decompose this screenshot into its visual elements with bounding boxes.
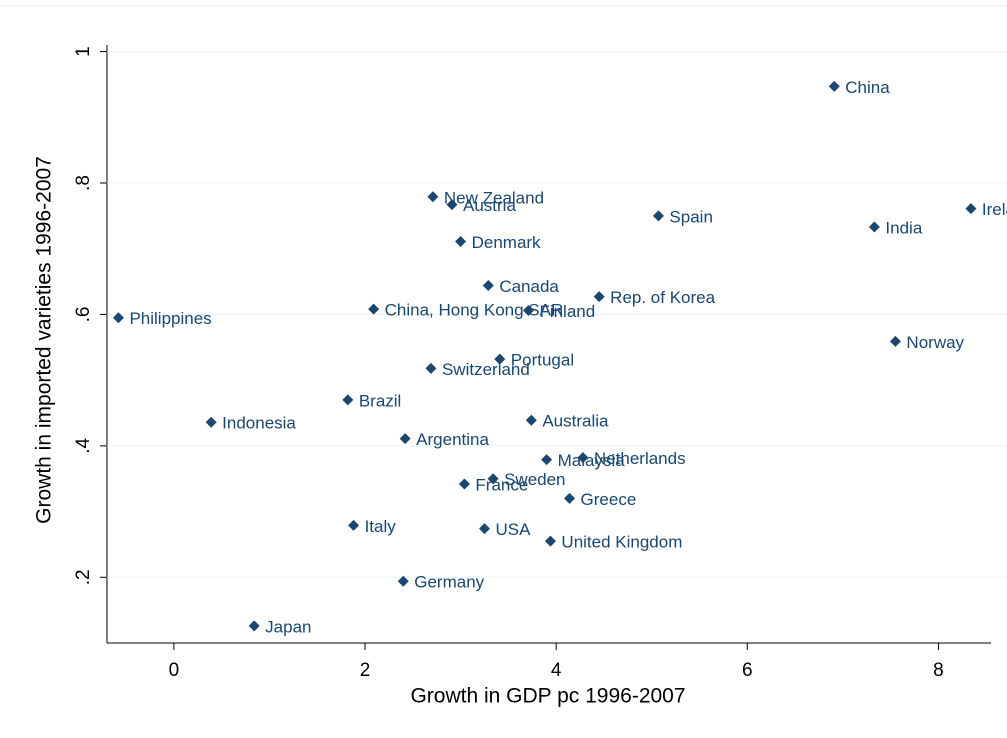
point-label: Japan [265, 617, 311, 636]
x-tick-label: 0 [169, 660, 180, 681]
y-tick-label: .2 [73, 569, 94, 585]
point-label: Germany [414, 573, 484, 592]
point-label: Greece [581, 490, 637, 509]
point [425, 362, 437, 374]
point [868, 221, 880, 233]
point-label: Spain [669, 207, 712, 226]
point-label: Sweden [504, 470, 565, 489]
x-tick-label: 6 [742, 660, 753, 681]
point [427, 191, 439, 203]
point-label: Norway [906, 333, 964, 352]
point [487, 473, 499, 485]
point-label: Rep. of Korea [610, 288, 715, 307]
point-label: Switzerland [442, 360, 530, 379]
point [368, 303, 380, 315]
point [399, 433, 411, 445]
point [564, 492, 576, 504]
point-label: Indonesia [222, 414, 296, 433]
point-label: Portugal [511, 351, 574, 370]
point-label: United Kingdom [561, 533, 682, 552]
y-tick-label: .6 [73, 306, 94, 322]
point-label: China, Hong Kong SAR [385, 301, 564, 320]
point [112, 312, 124, 324]
point [205, 416, 217, 428]
point [577, 452, 589, 464]
y-tick-label: .4 [73, 438, 94, 454]
point-label: Australia [542, 412, 609, 431]
point-label: Brazil [359, 391, 402, 410]
point-label: Ireland [982, 200, 1007, 219]
point-label: Netherlands [594, 449, 686, 468]
point [525, 414, 537, 426]
y-tick-label: .8 [73, 175, 94, 191]
point [458, 478, 470, 490]
x-tick-label: 4 [551, 660, 562, 681]
point [478, 523, 490, 535]
point [348, 519, 360, 531]
point [889, 335, 901, 347]
point-label: New Zealand [444, 188, 544, 207]
point-label: India [885, 219, 922, 238]
point-label: Denmark [472, 233, 541, 252]
point [828, 80, 840, 92]
point [482, 280, 494, 292]
point [593, 291, 605, 303]
point [652, 210, 664, 222]
point [455, 235, 467, 247]
point [965, 203, 977, 215]
point [522, 304, 534, 316]
point-label: Finland [539, 302, 595, 321]
point-label: USA [495, 520, 531, 539]
point [397, 575, 409, 587]
y-axis-title: Growth in imported varieties 1996-2007 [33, 156, 56, 524]
point [544, 535, 556, 547]
point-label: France [475, 475, 528, 494]
point [342, 394, 354, 406]
point-label: Argentina [416, 430, 489, 449]
point [541, 454, 553, 466]
point-label: Philippines [129, 309, 211, 328]
x-tick-label: 2 [360, 660, 371, 681]
x-tick-label: 8 [933, 660, 944, 681]
point-label: Italy [365, 517, 397, 536]
y-tick-label: 1 [73, 46, 94, 57]
point-label: China [845, 78, 890, 97]
point [446, 199, 458, 211]
x-axis-title: Growth in GDP pc 1996-2007 [410, 685, 685, 708]
point-label: Malaysia [558, 451, 626, 470]
point-label: Austria [463, 196, 516, 215]
point [248, 620, 260, 632]
point [494, 353, 506, 365]
point-label: Canada [499, 277, 559, 296]
